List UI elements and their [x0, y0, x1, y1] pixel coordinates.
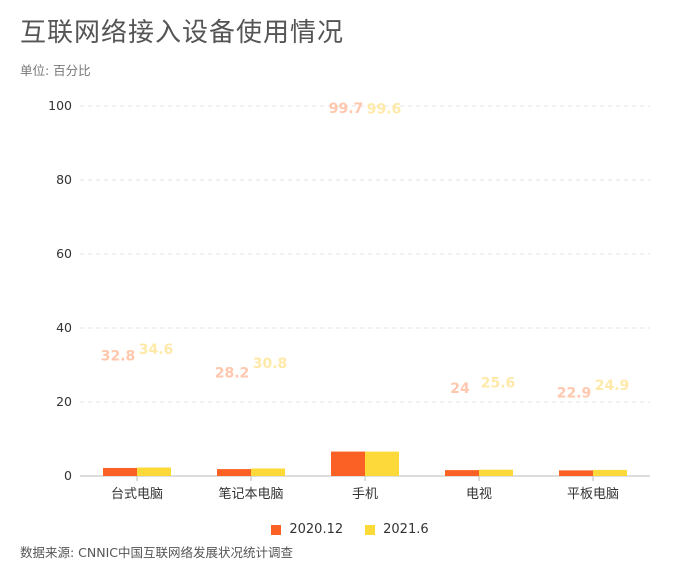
y-tick-label-40: 40 — [56, 320, 72, 335]
bar-2021-0 — [137, 467, 171, 476]
bar-2021-4 — [593, 469, 627, 476]
legend: 2020.12 2021.6 — [0, 522, 700, 537]
legend-label-2021: 2021.6 — [383, 522, 429, 537]
legend-label-2020: 2020.12 — [289, 522, 344, 537]
chart-subtitle: 单位: 百分比 — [20, 63, 91, 78]
bar-2020-2 — [331, 451, 365, 476]
bar-2021-3 — [479, 469, 513, 476]
legend-item-2020[interactable]: 2020.12 — [271, 522, 343, 537]
bar-2020-4 — [559, 470, 593, 476]
data-label-2021: 34.6 — [139, 342, 174, 358]
y-tick-label-20: 20 — [56, 394, 72, 409]
data-label-2021: 24.9 — [595, 378, 630, 394]
data-source: 数据来源: CNNIC中国互联网络发展状况统计调查 — [20, 545, 294, 560]
chart-title: 互联网络接入设备使用情况 — [20, 18, 345, 48]
data-label-2020: 22.9 — [557, 385, 592, 401]
x-tick-label: 笔记本电脑 — [218, 486, 283, 502]
bar-chart: 0 20 40 60 80 100 台式电脑 32.8 34.6 笔记本电脑 28.230.8 手机 9… — [48, 98, 650, 502]
data-label-2021: 30.8 — [253, 356, 288, 372]
y-tick-label-100: 100 — [48, 98, 72, 113]
bar-2020-0 — [103, 467, 137, 476]
bar-2021-2 — [365, 451, 399, 476]
y-tick-label-0: 0 — [64, 468, 72, 483]
data-label-2021: 25.6 — [481, 375, 516, 391]
data-label-2020: 24 — [450, 381, 470, 397]
x-tick-label: 手机 — [352, 487, 378, 502]
y-tick-label-80: 80 — [56, 172, 72, 187]
data-label-2021: 99.6 — [367, 101, 402, 117]
legend-swatch-2020 — [271, 524, 282, 535]
x-tick-label: 平板电脑 — [567, 487, 619, 502]
bar-2020-3 — [445, 470, 479, 476]
x-tick-label: 台式电脑 — [111, 487, 163, 502]
data-label-2020: 99.7 — [329, 101, 364, 117]
data-label-2020: 32.8 — [101, 349, 136, 365]
legend-swatch-2021 — [365, 524, 376, 535]
legend-item-2021[interactable]: 2021.6 — [365, 522, 429, 537]
bar-2020-1 — [217, 469, 251, 476]
y-tick-label-60: 60 — [56, 246, 72, 261]
bar-2021-1 — [251, 468, 285, 476]
x-tick-label: 电视 — [466, 487, 492, 502]
data-label-2020: 28.2 — [215, 366, 250, 382]
